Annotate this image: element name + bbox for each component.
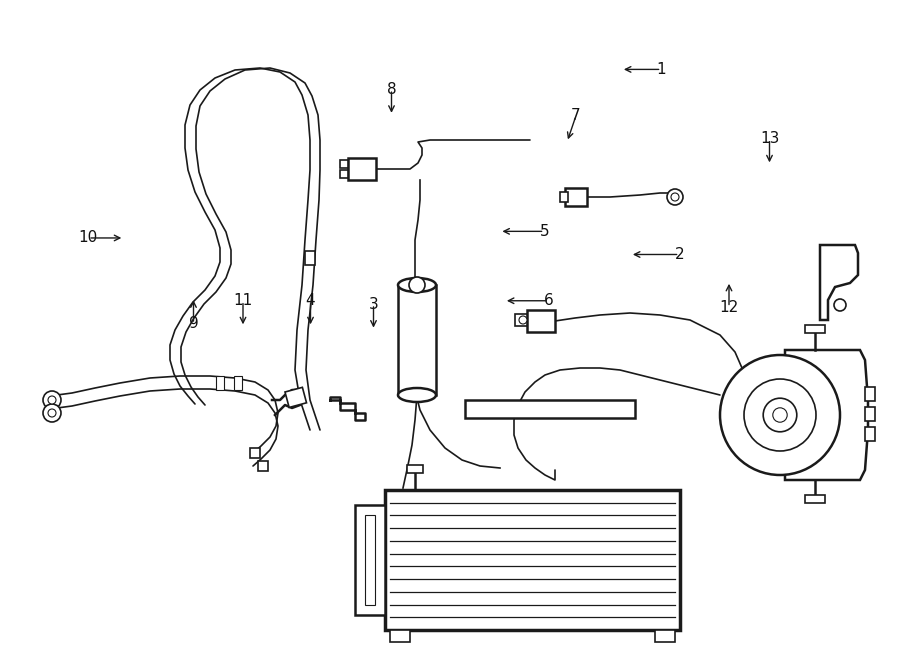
Circle shape	[773, 408, 788, 422]
Bar	[805, 495, 825, 503]
Text: 1: 1	[657, 62, 666, 77]
Bar	[515, 314, 527, 326]
Bar	[258, 461, 268, 471]
Circle shape	[763, 398, 796, 432]
Text: 7: 7	[572, 108, 580, 123]
Circle shape	[43, 404, 61, 422]
Bar	[407, 465, 423, 473]
Bar	[285, 387, 307, 407]
Text: 4: 4	[306, 293, 315, 308]
Circle shape	[409, 277, 425, 293]
Bar	[398, 285, 436, 395]
Text: 8: 8	[387, 82, 396, 97]
Circle shape	[48, 409, 56, 417]
Bar	[348, 158, 376, 180]
Text: 10: 10	[78, 231, 98, 245]
Bar	[234, 376, 242, 390]
Circle shape	[671, 193, 679, 201]
Ellipse shape	[398, 278, 436, 292]
Bar	[527, 310, 555, 332]
Text: 13: 13	[760, 132, 779, 146]
Bar	[560, 192, 568, 202]
Text: 12: 12	[719, 300, 739, 315]
Bar	[655, 630, 675, 642]
Text: 6: 6	[544, 293, 554, 308]
Bar	[305, 251, 315, 265]
Bar	[355, 505, 385, 615]
Circle shape	[43, 391, 61, 409]
Bar	[865, 387, 875, 401]
Text: 3: 3	[369, 297, 378, 311]
Bar	[250, 448, 260, 458]
Bar	[365, 515, 375, 605]
Bar	[865, 407, 875, 421]
Polygon shape	[785, 350, 868, 480]
Circle shape	[720, 355, 840, 475]
Bar	[565, 188, 587, 206]
Polygon shape	[820, 245, 858, 320]
Bar	[805, 325, 825, 333]
Bar	[865, 427, 875, 441]
Bar	[340, 170, 348, 178]
Bar	[216, 376, 224, 390]
Circle shape	[667, 189, 683, 205]
Circle shape	[834, 299, 846, 311]
Text: 11: 11	[233, 293, 253, 308]
Ellipse shape	[398, 388, 436, 402]
Text: 5: 5	[540, 224, 549, 239]
Circle shape	[48, 396, 56, 404]
Bar	[340, 160, 348, 168]
Bar	[465, 400, 635, 418]
Circle shape	[519, 316, 527, 324]
Bar	[385, 490, 680, 630]
Text: 9: 9	[189, 317, 198, 331]
Bar	[390, 630, 410, 642]
Circle shape	[744, 379, 816, 451]
Text: 2: 2	[675, 247, 684, 262]
